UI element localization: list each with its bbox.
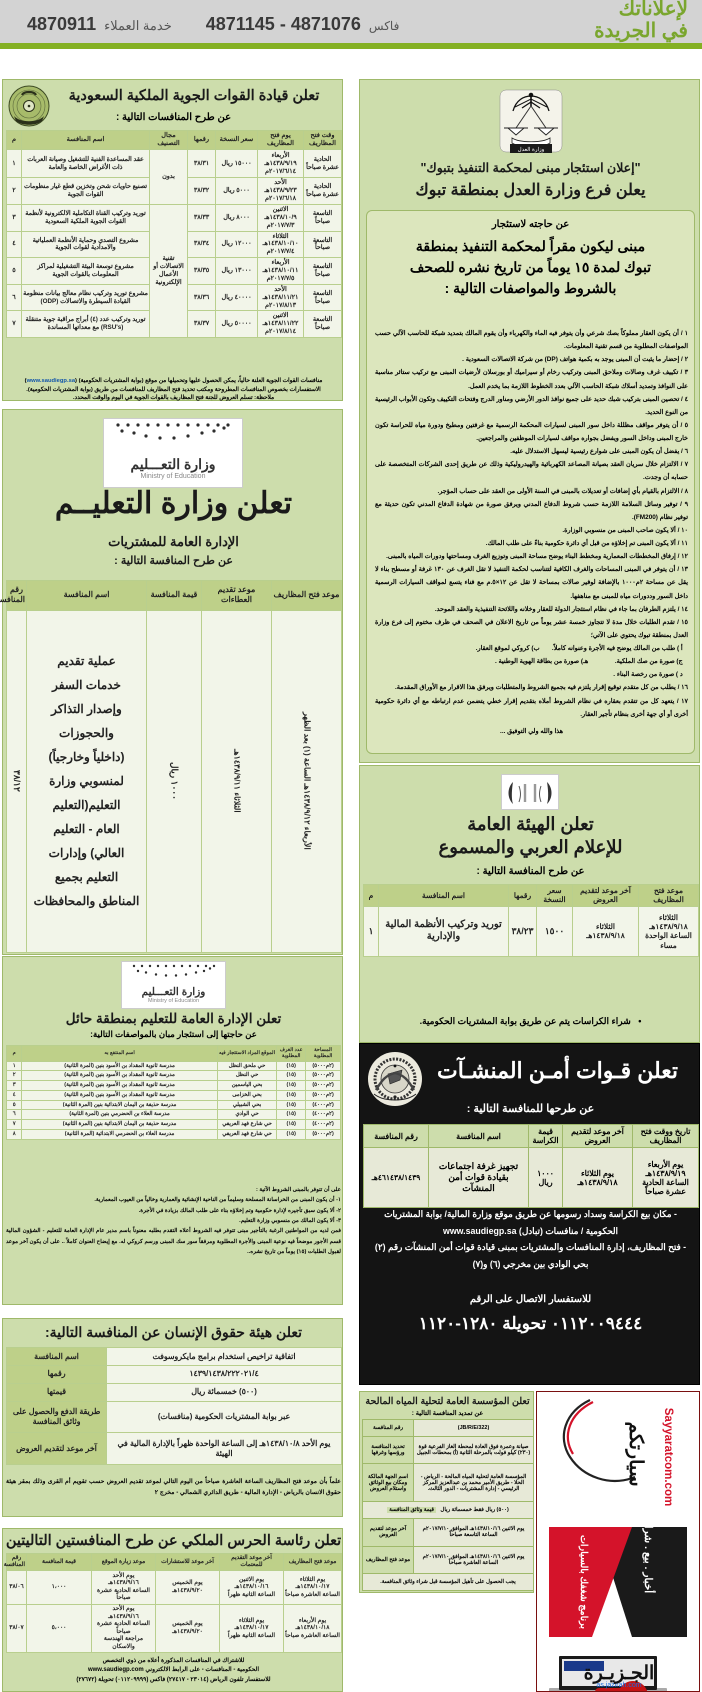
svg-text:وزارة العدل: وزارة العدل xyxy=(518,146,545,153)
svg-text:أخبار . بيع . شراء: أخبار . بيع . شراء xyxy=(642,1522,656,1593)
svg-text:Sayyaratcom.com: Sayyaratcom.com xyxy=(662,1408,674,1506)
svg-text:برنامج شغفك بالسيارات: برنامج شغفك بالسيارات xyxy=(578,1535,589,1629)
svg-text:سيارتكم: سيارتكم xyxy=(625,1421,646,1486)
